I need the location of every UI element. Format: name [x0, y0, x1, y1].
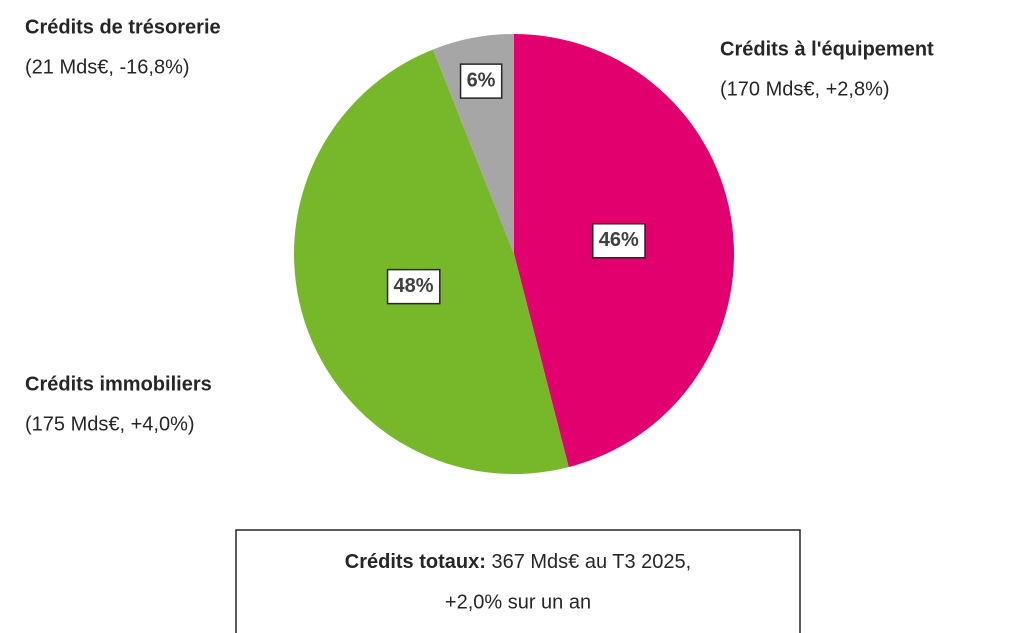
note-line: Crédits totaux: 367 Mds€ au T3 2025,: [345, 551, 691, 573]
data-label: 48%: [394, 275, 434, 297]
data-label-box: [592, 223, 646, 259]
category-detail: (170 Mds€, +2,8%): [720, 78, 890, 100]
note-text: 367 Mds€ au T3 2025,: [491, 551, 691, 573]
data-label: 6%: [467, 69, 496, 91]
category-detail: (21 Mds€, -16,8%): [25, 56, 190, 78]
category-label: Crédits à l'équipement: [720, 38, 934, 60]
category-detail: (175 Mds€, +4,0%): [25, 413, 195, 435]
pie-slice: [294, 49, 569, 474]
data-label-box: [386, 268, 441, 305]
data-label: 46%: [599, 229, 639, 251]
category-label: Crédits de trésorerie: [25, 16, 221, 38]
note-label: Crédits totaux:: [345, 551, 486, 573]
data-label-box: [459, 63, 503, 99]
note-text: +2,0% sur un an: [445, 591, 591, 613]
pie: 46% 48% 6%: [294, 34, 734, 474]
category-label: Crédits immobiliers: [25, 373, 212, 395]
note-box: [235, 529, 801, 633]
